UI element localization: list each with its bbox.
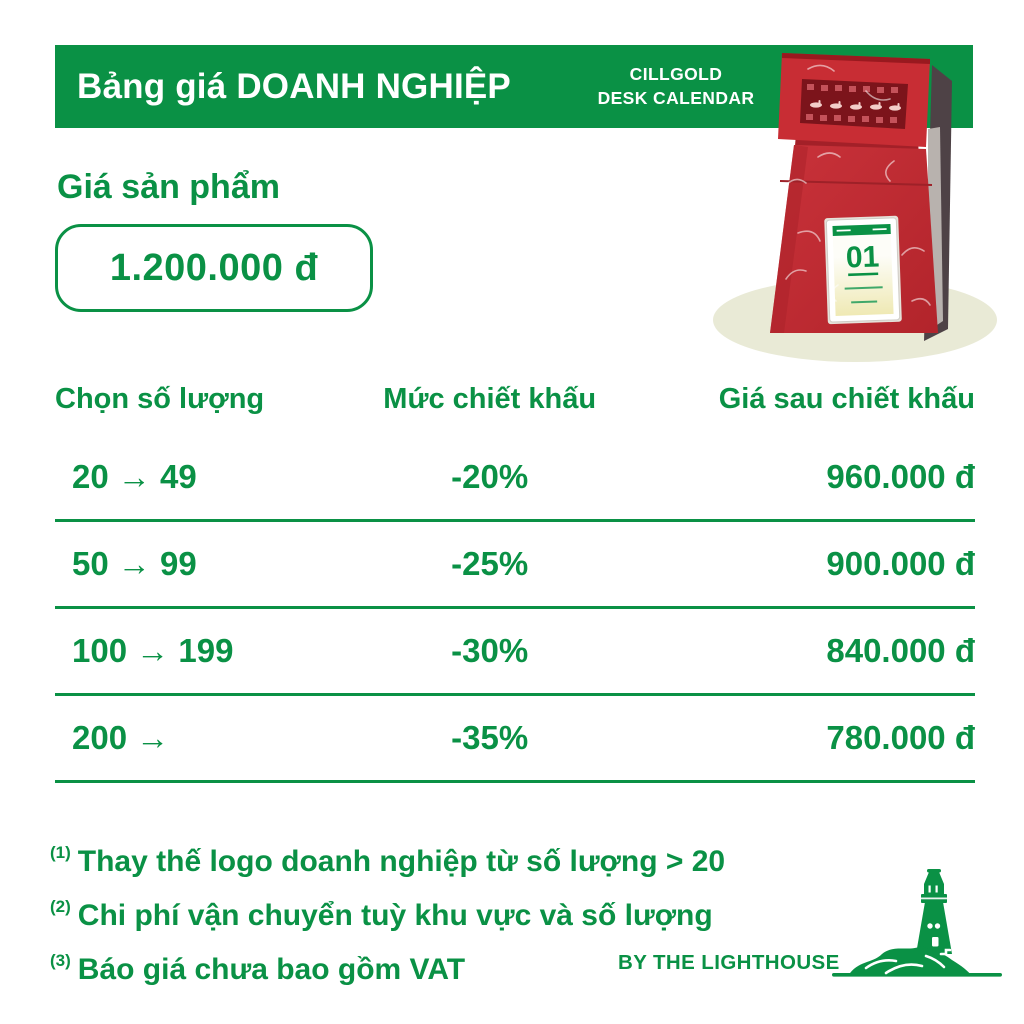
footnote-2-marker: (2) [50,897,71,916]
quantity-range: 200 → [72,719,170,756]
discount-table: Chọn số lượng Mức chiết khấu Giá sau chi… [55,383,975,783]
product-price-box: 1.200.000 đ [55,224,373,312]
discounted-price: 780.000 đ [826,719,975,756]
footnote-1-marker: (1) [50,843,71,862]
brand-name: CILLGOLD DESK CALENDAR [551,45,801,128]
discount-rate: -20% [451,458,529,495]
calendar-day-number: 01 [845,240,880,274]
day-pad: 01 [824,215,902,325]
desk-calendar-product-image: 01 [690,33,1010,365]
lighthouse-icon [832,869,1002,977]
page-title: Bảng giá DOANH NGHIỆP [77,66,511,106]
table-row: 200 → -35% 780.000 đ [55,696,975,783]
quantity-range: 100 → 199 [72,632,234,669]
footnotes: (1) Thay thế logo doanh nghiệp từ số lượn… [50,831,725,993]
rabbit-pattern [810,100,901,111]
table-row: 50 → 99 -25% 900.000 đ [55,522,975,609]
discounted-price: 960.000 đ [826,458,975,495]
footnote-2: (2) Chi phí vận chuyển tuỳ khu vực và số … [50,885,725,939]
discount-rate: -25% [451,545,529,582]
byline-text: BY THE LIGHTHOUSE [618,951,840,974]
desk-calendar-illustration: 01 [713,53,997,362]
product-price-label: Giá sản phẩm [57,168,280,206]
column-discount: Mức chiết khấu [383,383,597,415]
discounted-price: 840.000 đ [826,632,975,669]
quantity-range: 20 → 49 [72,458,197,495]
footnote-1-text: Thay thế logo doanh nghiệp từ số lượng >… [77,845,726,878]
discount-rate: -30% [451,632,529,669]
discounted-price: 900.000 đ [826,545,975,582]
column-quantity: Chọn số lượng [55,383,265,415]
table-row: 100 → 199 -30% 840.000 đ [55,609,975,696]
quantity-range: 50 → 99 [72,545,197,582]
footnote-3-text: Báo giá chưa bao gồm VAT [77,953,466,986]
brand-line-1: CILLGOLD [629,64,723,85]
footnote-2-text: Chi phí vận chuyển tuỳ khu vực và số lượ… [77,899,713,932]
footnote-3: (3) Báo giá chưa bao gồm VAT [50,939,725,993]
table-row: 20 → 49 -20% 960.000 đ [55,435,975,522]
footnote-3-marker: (3) [50,951,71,970]
product-price-value: 1.200.000 đ [109,246,319,289]
footnote-1: (1) Thay thế logo doanh nghiệp từ số lượn… [50,831,725,885]
brand-line-2: DESK CALENDAR [597,87,755,108]
column-final-price: Giá sau chiết khấu [718,383,975,415]
table-header-row: Chọn số lượng Mức chiết khấu Giá sau chi… [55,383,975,435]
discount-rate: -35% [451,719,529,756]
